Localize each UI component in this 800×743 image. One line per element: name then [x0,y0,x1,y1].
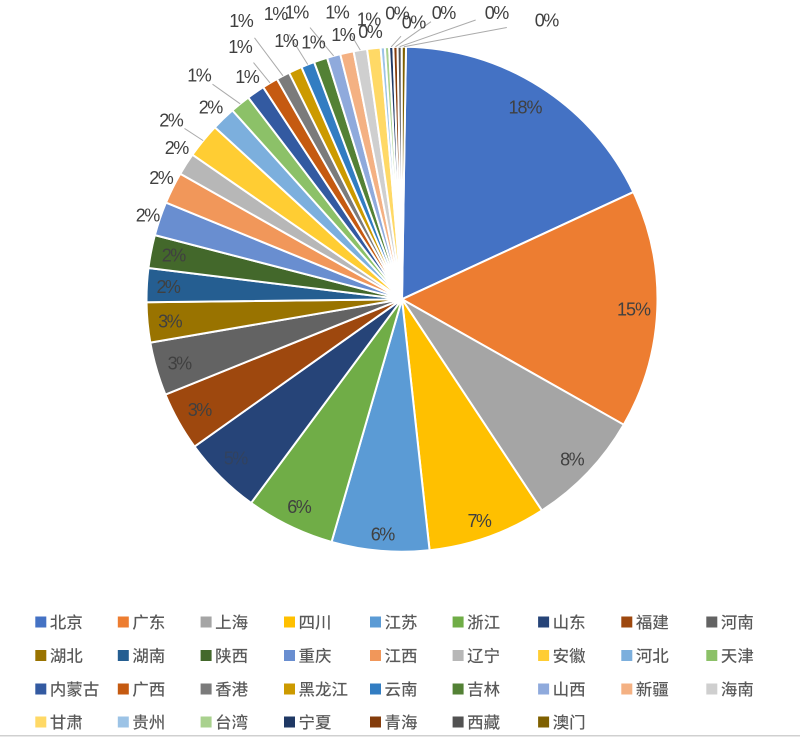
svg-text:1%: 1% [235,67,260,87]
svg-text:1%: 1% [187,66,212,86]
svg-text:1%: 1% [331,25,356,45]
svg-text:1%: 1% [285,3,310,23]
svg-text:1%: 1% [228,37,253,57]
svg-text:3%: 3% [168,354,193,374]
svg-text:2%: 2% [165,138,190,158]
svg-text:1%: 1% [229,11,254,31]
svg-text:1%: 1% [274,31,299,51]
svg-text:0%: 0% [432,3,457,23]
svg-text:1%: 1% [301,33,326,53]
svg-text:15%: 15% [617,300,651,320]
svg-text:0%: 0% [535,11,560,31]
svg-text:1%: 1% [264,4,289,24]
svg-text:1%: 1% [357,9,382,29]
svg-text:2%: 2% [162,246,187,266]
svg-text:2%: 2% [199,98,224,118]
svg-text:2%: 2% [136,206,161,226]
svg-text:0%: 0% [358,22,383,42]
svg-text:2%: 2% [159,111,184,131]
svg-text:8%: 8% [560,449,585,469]
svg-text:5%: 5% [224,449,249,469]
svg-text:7%: 7% [467,511,492,531]
svg-text:3%: 3% [188,400,213,420]
svg-text:6%: 6% [287,497,312,517]
svg-text:0%: 0% [385,4,410,24]
svg-text:0%: 0% [485,3,510,23]
svg-text:18%: 18% [509,97,543,117]
svg-text:6%: 6% [371,525,396,545]
svg-text:2%: 2% [156,277,181,297]
svg-text:2%: 2% [149,168,174,188]
svg-text:0%: 0% [402,13,427,33]
svg-text:1%: 1% [325,3,350,23]
svg-text:3%: 3% [158,312,183,332]
